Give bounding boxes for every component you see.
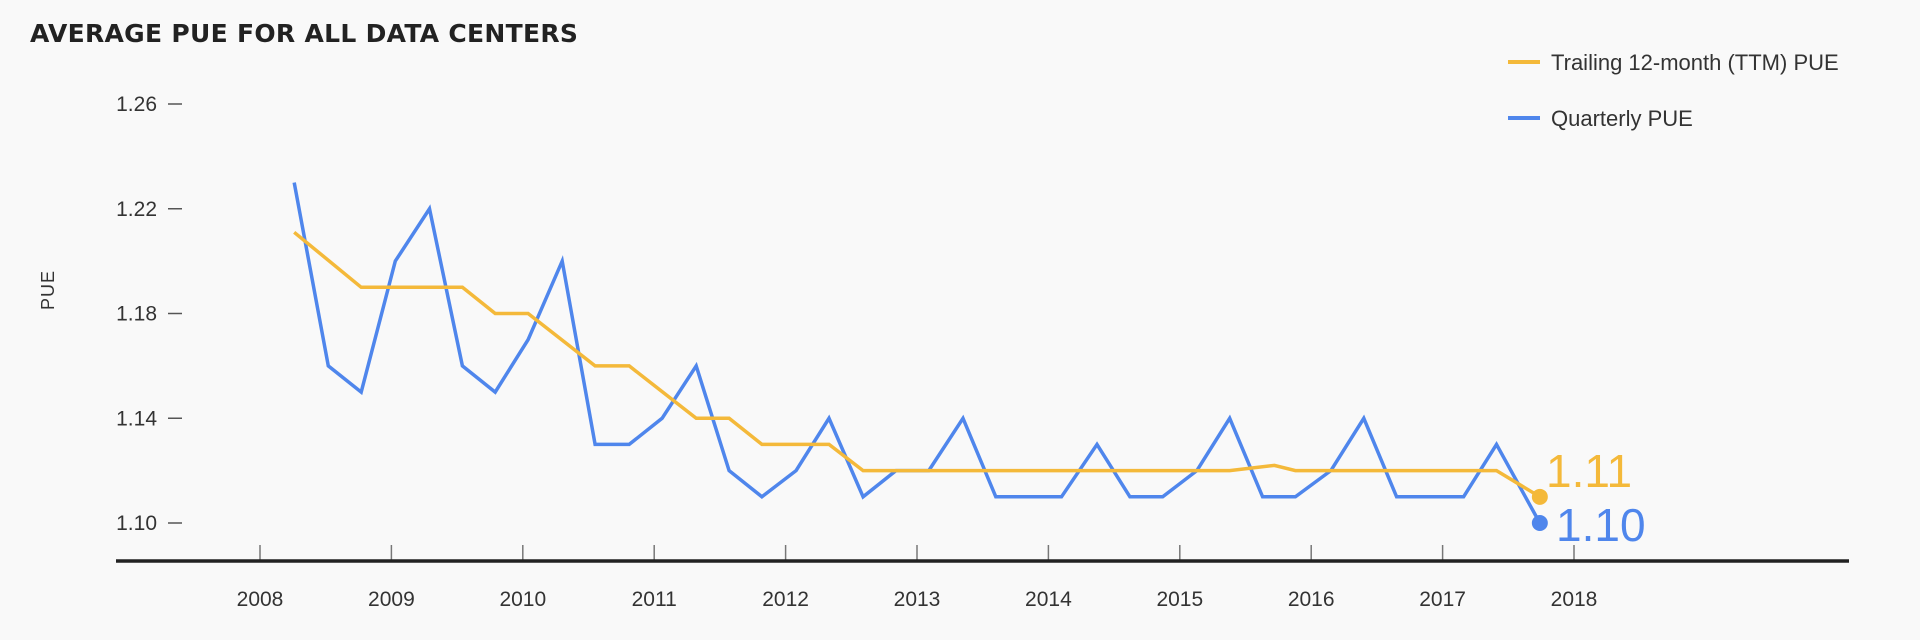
legend-label-quarterly: Quarterly PUE [1551,106,1693,131]
y-axis-label: PUE [38,270,58,310]
y-tick-label: 1.14 [116,407,157,430]
quarterly-end-label: 1.10 [1556,499,1646,551]
x-tick-label: 2012 [762,588,809,611]
x-tick-label: 2016 [1288,588,1335,611]
x-tick-label: 2010 [499,588,546,611]
x-tick-label: 2013 [894,588,941,611]
y-tick-label: 1.18 [116,303,157,326]
series-group [292,182,1548,531]
y-tick-label: 1.10 [116,512,157,535]
x-tick-label: 2015 [1156,588,1203,611]
ttm-series-line [293,230,1541,499]
x-axis: 2008 2009 2010 2011 2012 2013 2014 2015 2016 2017… [237,545,1598,611]
x-tick-label: 2017 [1419,588,1466,611]
y-tick-label: 1.22 [116,198,157,221]
ttm-end-marker [1531,488,1548,505]
y-axis: 1.26 1.22 1.18 1.14 1.10 [116,93,182,535]
x-tick-label: 2018 [1551,588,1598,611]
y-tick-label: 1.26 [116,93,157,116]
x-tick-label: 2009 [368,588,415,611]
x-tick-label: 2014 [1025,588,1072,611]
ttm-end-label: 1.11 [1546,445,1632,497]
chart-title: AVERAGE PUE FOR ALL DATA CENTERS [30,19,578,48]
legend-label-ttm: Trailing 12-month (TTM) PUE [1551,50,1839,75]
x-tick-label: 2011 [632,588,677,611]
x-tick-label: 2008 [237,588,284,611]
quarterly-end-marker [1531,515,1548,531]
legend: Trailing 12-month (TTM) PUE Quarterly PU… [1508,50,1839,131]
